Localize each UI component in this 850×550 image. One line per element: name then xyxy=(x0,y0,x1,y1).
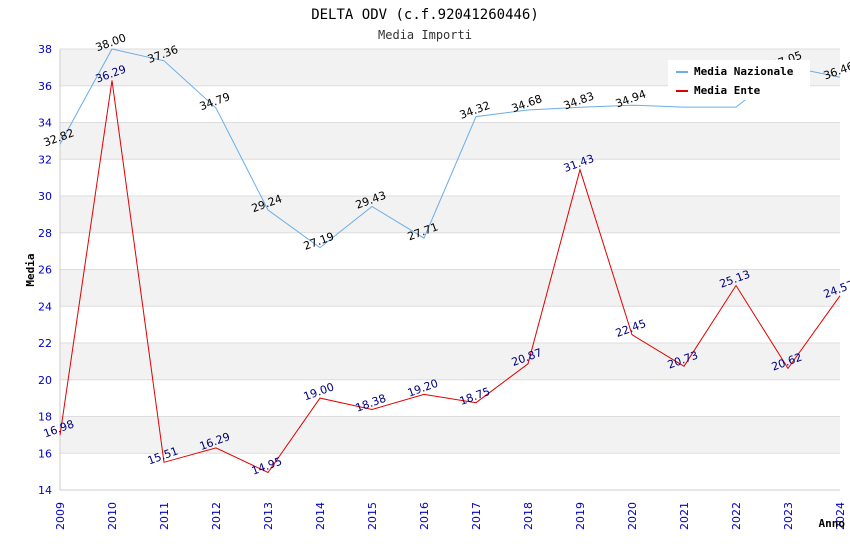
chart-subtitle: Media Importi xyxy=(378,28,472,42)
y-tick-label: 24 xyxy=(38,300,52,313)
y-tick-label: 18 xyxy=(38,411,52,424)
y-tick-label: 28 xyxy=(38,227,52,240)
legend: Media Nazionale Media Ente xyxy=(668,60,810,100)
y-tick-label: 16 xyxy=(38,447,52,460)
x-tick-label: 2013 xyxy=(262,502,275,530)
band-24-26 xyxy=(60,269,840,307)
x-tick-label: 2021 xyxy=(678,502,691,530)
y-axis-ticks: 14 16 18 20 22 24 26 28 30 32 34 36 38 xyxy=(38,43,52,497)
band-28-30 xyxy=(60,196,840,233)
x-tick-label: 2019 xyxy=(574,502,587,530)
x-tick-label: 2017 xyxy=(470,502,483,530)
y-tick-label: 26 xyxy=(38,264,52,277)
background-bands xyxy=(60,49,840,490)
series-line-media-ente xyxy=(59,80,841,474)
x-tick-label: 2022 xyxy=(730,502,743,530)
y-tick-label: 30 xyxy=(38,190,52,203)
y-tick-label: 14 xyxy=(38,484,52,497)
x-tick-label: 2020 xyxy=(626,502,639,530)
x-tick-label: 2011 xyxy=(158,502,171,530)
chart-title: DELTA ODV (c.f.92041260446) xyxy=(311,7,539,23)
x-tick-label: 2016 xyxy=(418,502,431,530)
y-tick-label: 20 xyxy=(38,374,52,387)
gridlines xyxy=(59,48,840,491)
legend-label-media-nazionale: Media Nazionale xyxy=(694,65,794,78)
x-tick-label: 2023 xyxy=(782,502,795,530)
band-16-18 xyxy=(60,416,840,454)
series-line-media-nazionale xyxy=(59,48,841,249)
band-32-34 xyxy=(60,122,840,160)
y-tick-label: 22 xyxy=(38,337,52,350)
band-14-16 xyxy=(60,453,840,490)
x-tick-label: 2015 xyxy=(366,502,379,530)
x-tick-label: 2014 xyxy=(314,502,327,530)
band-26-28 xyxy=(60,232,840,270)
y-tick-label: 38 xyxy=(38,43,52,56)
legend-box xyxy=(668,60,810,100)
series-lines xyxy=(59,48,841,474)
y-tick-label: 34 xyxy=(38,117,52,130)
band-20-22 xyxy=(60,343,840,380)
x-tick-label: 2018 xyxy=(522,502,535,530)
legend-label-media-ente: Media Ente xyxy=(694,84,761,97)
x-tick-label: 2010 xyxy=(106,502,119,530)
y-tick-label: 36 xyxy=(38,80,52,93)
x-tick-label: 2012 xyxy=(210,502,223,530)
x-tick-label: 2009 xyxy=(54,502,67,530)
x-axis-ticks: 2009 2010 2011 2012 2013 2014 2015 2016 2017 2018… xyxy=(54,502,847,530)
x-tick-label: 2024 xyxy=(834,502,847,530)
y-axis-label: Media xyxy=(24,253,37,286)
x-axis-label: Anno xyxy=(819,517,846,530)
y-tick-label: 32 xyxy=(38,153,52,166)
band-22-24 xyxy=(60,306,840,343)
